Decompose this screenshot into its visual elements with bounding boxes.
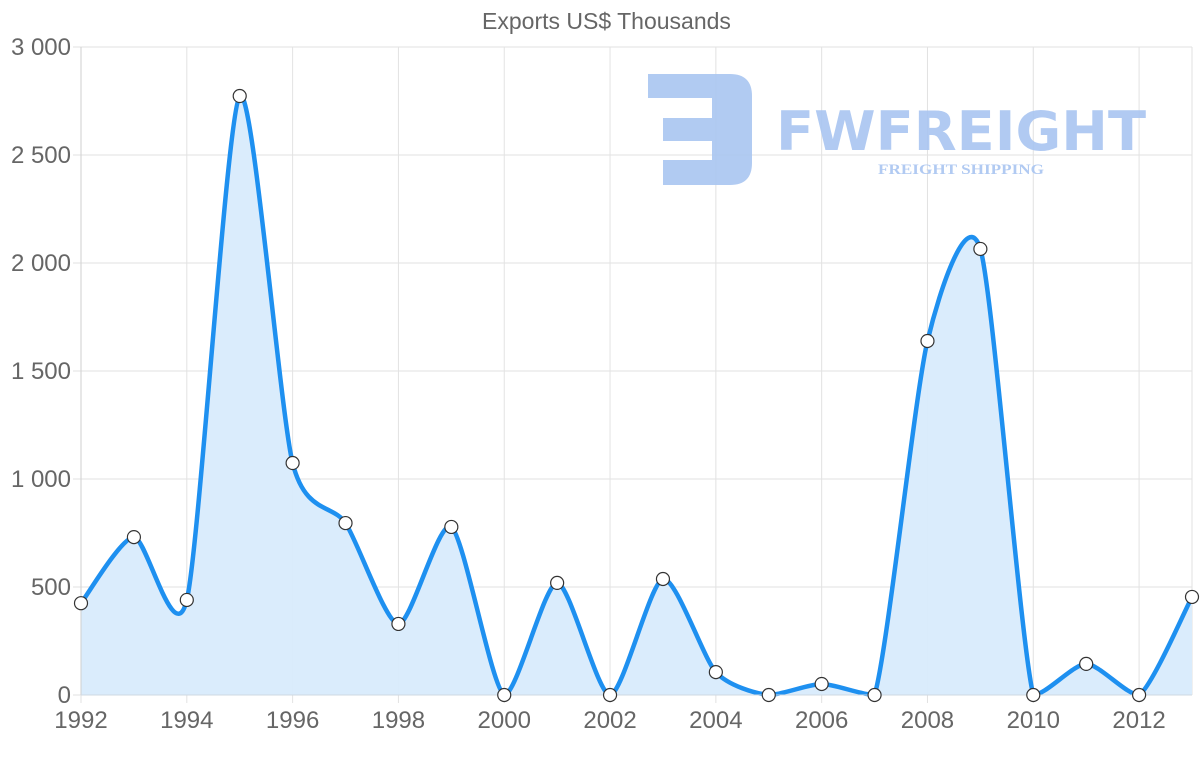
y-tick-label: 1 500 <box>11 358 71 385</box>
x-tick-label: 2000 <box>478 707 531 734</box>
chart-title: Exports US$ Thousands <box>482 8 731 34</box>
data-point[interactable] <box>1079 656 1094 671</box>
x-tick-label: 1994 <box>160 707 213 734</box>
x-tick-label: 2002 <box>583 707 636 734</box>
area-fill <box>81 95 1192 695</box>
watermark-brand: FWFREIGHT <box>776 100 1146 163</box>
data-point[interactable] <box>338 515 353 531</box>
x-axis-ticks: 1992 1994 1996 1998 2000 2002 2004 2006 2008 2010… <box>54 707 1165 734</box>
y-axis-ticks: 0 500 1 000 1 500 2 000 2 500 3 000 <box>11 34 71 709</box>
y-tick-label: 1 000 <box>11 466 71 493</box>
data-point[interactable] <box>655 571 671 587</box>
y-tick-label: 2 000 <box>11 250 71 277</box>
x-tick-label: 2008 <box>901 707 954 734</box>
data-point[interactable] <box>550 575 565 590</box>
x-tick-label: 1992 <box>54 707 107 734</box>
data-point[interactable] <box>232 88 247 104</box>
y-tick-label: 3 000 <box>11 34 71 61</box>
y-tick-label: 2 500 <box>11 142 71 169</box>
data-point[interactable] <box>285 455 300 471</box>
data-point[interactable] <box>814 676 829 692</box>
watermark-tagline: FREIGHT SHIPPING <box>878 162 1044 178</box>
data-point[interactable] <box>126 530 142 545</box>
x-tick-label: 2012 <box>1112 707 1165 734</box>
x-tick-label: 2004 <box>689 707 742 734</box>
data-point[interactable] <box>179 592 194 608</box>
y-tick-label: 500 <box>31 574 71 601</box>
data-point[interactable] <box>602 687 618 703</box>
y-tick-label: 0 <box>58 682 71 709</box>
data-point[interactable] <box>708 665 723 680</box>
data-point[interactable] <box>920 333 935 349</box>
data-point[interactable] <box>867 687 882 703</box>
data-point[interactable] <box>73 596 89 611</box>
data-point[interactable] <box>973 241 988 257</box>
x-tick-label: 1996 <box>266 707 319 734</box>
data-point[interactable] <box>391 616 406 632</box>
watermark-logo: FWFREIGHT FREIGHT SHIPPING <box>648 74 1146 185</box>
x-tick-label: 2010 <box>1007 707 1060 734</box>
x-tick-label: 1998 <box>372 707 425 734</box>
data-point[interactable] <box>761 687 776 703</box>
data-point[interactable] <box>1184 589 1200 605</box>
data-points <box>73 88 1200 703</box>
axes <box>80 47 1192 696</box>
x-tick-label: 2006 <box>795 707 848 734</box>
data-point[interactable] <box>444 519 459 535</box>
data-point[interactable] <box>497 687 512 703</box>
data-point[interactable] <box>1026 687 1041 703</box>
logo-mark-icon <box>648 74 752 185</box>
data-point[interactable] <box>1131 687 1147 703</box>
